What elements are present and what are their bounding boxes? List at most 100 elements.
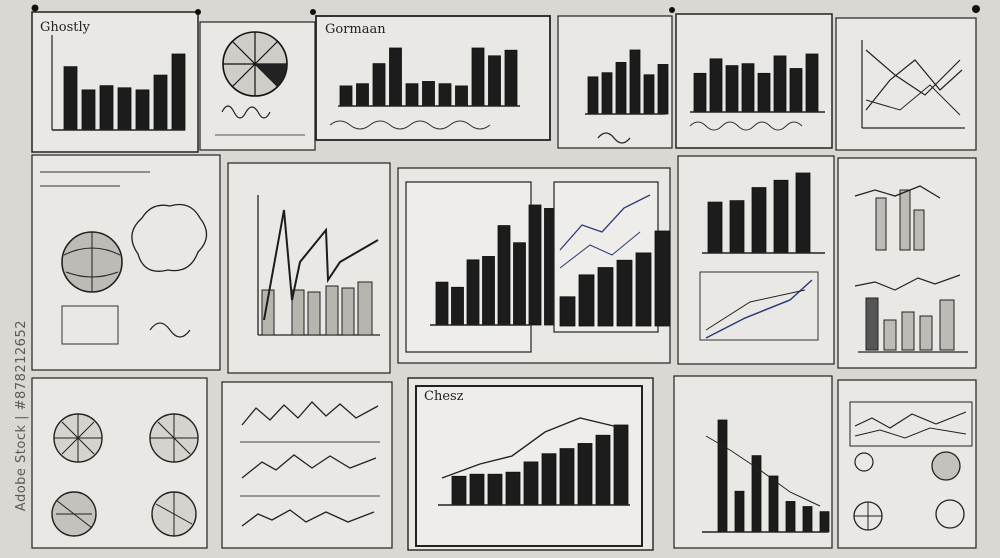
bar <box>505 471 521 506</box>
bar <box>751 187 767 254</box>
bar <box>504 49 518 107</box>
panel-caption: Gormaan <box>325 22 386 37</box>
bar <box>497 225 511 326</box>
bar <box>635 252 652 327</box>
bar <box>707 201 723 254</box>
bar <box>422 81 435 107</box>
sketch-panel-r2c2 <box>227 162 391 374</box>
bar <box>805 53 819 113</box>
bar <box>488 55 501 107</box>
bar <box>785 501 796 533</box>
bar <box>513 242 526 326</box>
bar <box>693 72 707 113</box>
bar <box>389 47 402 107</box>
bar <box>629 49 641 115</box>
pin <box>669 7 675 13</box>
bar-chart-8 <box>451 424 629 506</box>
sketch-panel-r1c6 <box>835 17 977 151</box>
panel-caption: Ghostly <box>40 20 91 35</box>
bar <box>339 85 353 107</box>
bar <box>643 74 655 115</box>
bar <box>117 87 132 131</box>
bar <box>541 453 557 506</box>
sketch-panel-r2c5 <box>837 157 977 369</box>
bar <box>559 448 575 506</box>
bar <box>559 296 576 327</box>
bar <box>451 475 467 506</box>
bar <box>577 443 593 506</box>
bar <box>773 55 787 113</box>
bar <box>487 473 503 506</box>
bar <box>613 424 629 506</box>
bar <box>528 204 542 326</box>
bar <box>654 230 671 327</box>
bar <box>578 274 595 327</box>
sketch-panel-r2c1 <box>31 154 221 371</box>
pin <box>31 4 39 12</box>
bar <box>773 179 789 254</box>
bar <box>455 85 468 107</box>
bar <box>616 259 633 327</box>
sketch-panel-r2c4 <box>677 155 835 365</box>
pin <box>195 9 201 15</box>
panel-caption: Chesz <box>424 389 464 404</box>
bar <box>741 63 755 113</box>
sketch-panel-r1c3: Gormaan <box>315 15 551 141</box>
bar-chart-4 <box>693 53 819 113</box>
sketch-panel-r1c1: Ghostly <box>31 11 199 153</box>
bar <box>657 64 669 115</box>
bar <box>819 511 830 533</box>
sketch-panel-r3c2 <box>221 381 393 549</box>
bar <box>725 65 739 113</box>
bar <box>466 259 480 326</box>
bar <box>709 58 723 113</box>
bar <box>757 72 771 113</box>
bar <box>435 281 449 326</box>
sketch-panel-r3c3: Chesz <box>407 377 654 551</box>
sketch-panel-r1c5 <box>675 13 833 149</box>
bar <box>171 53 186 131</box>
bar <box>802 506 813 533</box>
bar <box>482 256 495 326</box>
pin <box>310 9 316 15</box>
bar <box>451 286 464 326</box>
pie-slice <box>255 64 287 87</box>
bar <box>729 200 745 254</box>
sketch-panel-r3c5 <box>837 379 977 549</box>
bar <box>587 76 599 115</box>
bar <box>795 172 811 254</box>
bar <box>789 68 803 113</box>
pie-slice <box>254 40 279 65</box>
sketch-panel-r3c4 <box>673 375 833 549</box>
bar-chart-1 <box>63 53 186 131</box>
sketch-panel-r2c3 <box>397 167 671 364</box>
bar <box>99 85 114 131</box>
bar <box>471 47 485 107</box>
bar <box>615 61 627 115</box>
bar <box>63 66 78 131</box>
bar <box>717 419 728 533</box>
bar <box>768 475 779 533</box>
sketch-panel-r3c1 <box>31 377 208 549</box>
stock-id-watermark: Adobe Stock | #878212652 <box>14 320 29 512</box>
bar <box>523 461 539 506</box>
bar <box>438 83 452 107</box>
bar <box>81 89 96 131</box>
bar <box>597 267 614 327</box>
pie-sketch <box>222 31 288 97</box>
bar-chart-5 <box>435 204 557 326</box>
sketch-panel-r1c2 <box>199 21 316 151</box>
bar <box>595 434 611 506</box>
pie-slice <box>231 40 256 65</box>
bar <box>601 72 613 115</box>
pin <box>972 5 980 13</box>
bar <box>405 83 419 107</box>
bar <box>153 74 168 131</box>
bar <box>469 473 485 506</box>
bar <box>135 89 150 131</box>
bar <box>372 63 386 107</box>
bar <box>734 490 745 533</box>
sketch-panel-r1c4 <box>557 15 673 149</box>
pie-slice <box>231 63 256 88</box>
